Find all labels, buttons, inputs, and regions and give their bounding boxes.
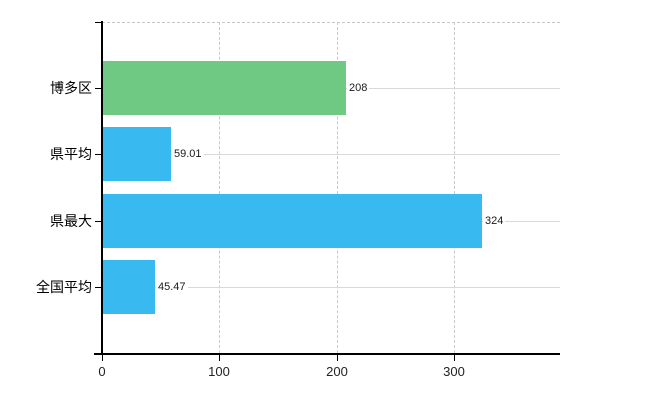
x-tick-label: 300 — [443, 364, 465, 379]
bar — [102, 260, 155, 314]
x-tick-label: 200 — [326, 364, 348, 379]
category-gridline — [102, 154, 560, 155]
bar — [102, 194, 482, 248]
bar-value-label: 208 — [347, 81, 370, 95]
x-axis-tick — [454, 355, 455, 361]
vertical-gridline — [336, 22, 338, 353]
x-axis-tick — [219, 355, 220, 361]
category-tick — [95, 22, 102, 23]
category-tick — [95, 287, 102, 288]
y-axis-line — [101, 21, 103, 354]
x-axis-line — [94, 353, 560, 355]
x-tick-label: 100 — [208, 364, 230, 379]
category-label: 博多区 — [50, 80, 92, 96]
vertical-gridline — [219, 22, 221, 353]
x-axis-tick — [102, 355, 103, 361]
x-axis-tick — [337, 355, 338, 361]
bar-value-label: 324 — [483, 214, 506, 228]
category-tick — [95, 154, 102, 155]
bar-value-label: 59.01 — [172, 147, 204, 161]
category-tick — [95, 221, 102, 222]
category-label: 全国平均 — [36, 279, 92, 295]
x-tick-label: 0 — [98, 364, 106, 379]
vertical-gridline — [454, 22, 456, 353]
bar-value-label: 45.47 — [156, 280, 188, 294]
bar — [102, 61, 346, 115]
category-tick — [95, 88, 102, 89]
bar — [102, 127, 171, 181]
plot-top-border — [102, 22, 560, 23]
category-gridline — [102, 287, 560, 288]
category-label: 県最大 — [50, 213, 92, 229]
category-label: 県平均 — [50, 146, 92, 162]
